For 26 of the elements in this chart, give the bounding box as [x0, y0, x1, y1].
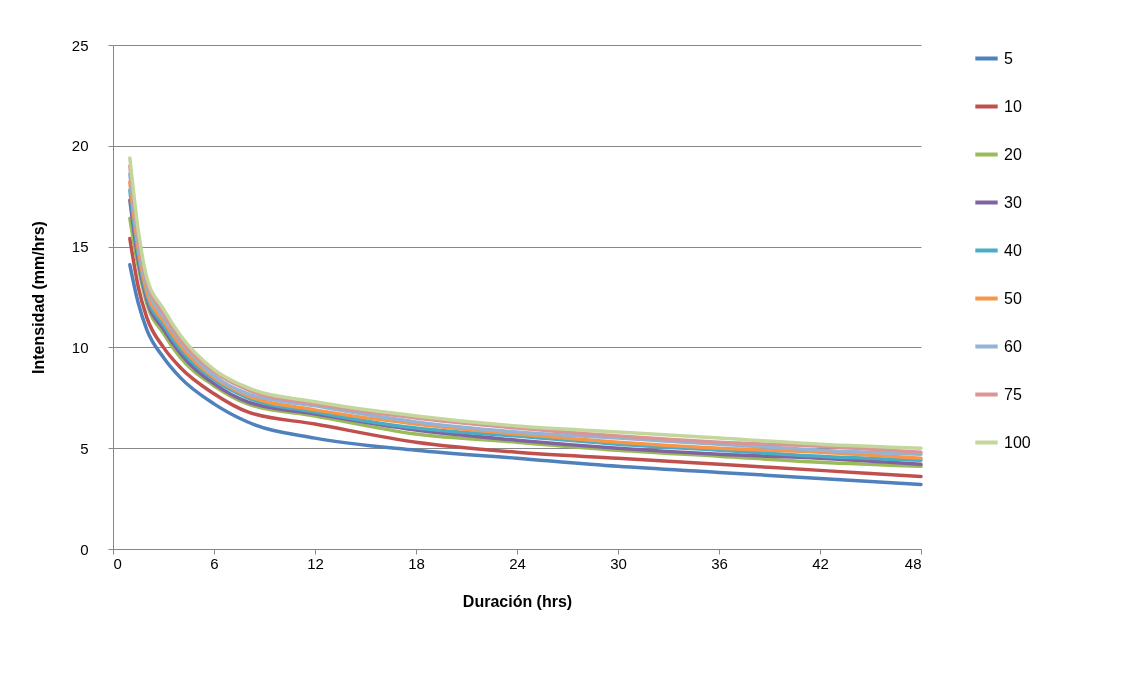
legend-label: 10 [1004, 97, 1022, 115]
x-tick-label: 42 [812, 554, 829, 572]
y-tick-label: 5 [80, 439, 89, 457]
legend-label: 60 [1004, 337, 1022, 355]
y-tick-label: 25 [71, 36, 89, 54]
x-tick-label: 24 [509, 554, 526, 572]
legend-label: 5 [1004, 49, 1013, 67]
x-tick-label: 0 [113, 554, 122, 572]
x-tick-label: 36 [711, 554, 728, 572]
x-tick-label: 12 [307, 554, 324, 572]
x-tick-label: 48 [904, 554, 922, 572]
legend-label: 30 [1004, 193, 1022, 211]
y-tick-label: 20 [71, 137, 89, 155]
y-tick-label: 0 [80, 540, 89, 558]
y-tick-label: 10 [71, 338, 89, 356]
x-tick-label: 6 [210, 554, 219, 572]
legend-label: 100 [1004, 433, 1031, 451]
legend-label: 40 [1004, 241, 1022, 259]
legend-label: 75 [1004, 385, 1022, 403]
legend-label: 20 [1004, 145, 1022, 163]
y-axis-title: Intensidad (mm/hrs) [29, 221, 47, 374]
x-tick-label: 18 [408, 554, 425, 572]
x-tick-label: 30 [610, 554, 627, 572]
legend-label: 50 [1004, 289, 1022, 307]
x-axis-title: Duración (hrs) [462, 592, 573, 610]
y-tick-label: 15 [71, 238, 89, 256]
